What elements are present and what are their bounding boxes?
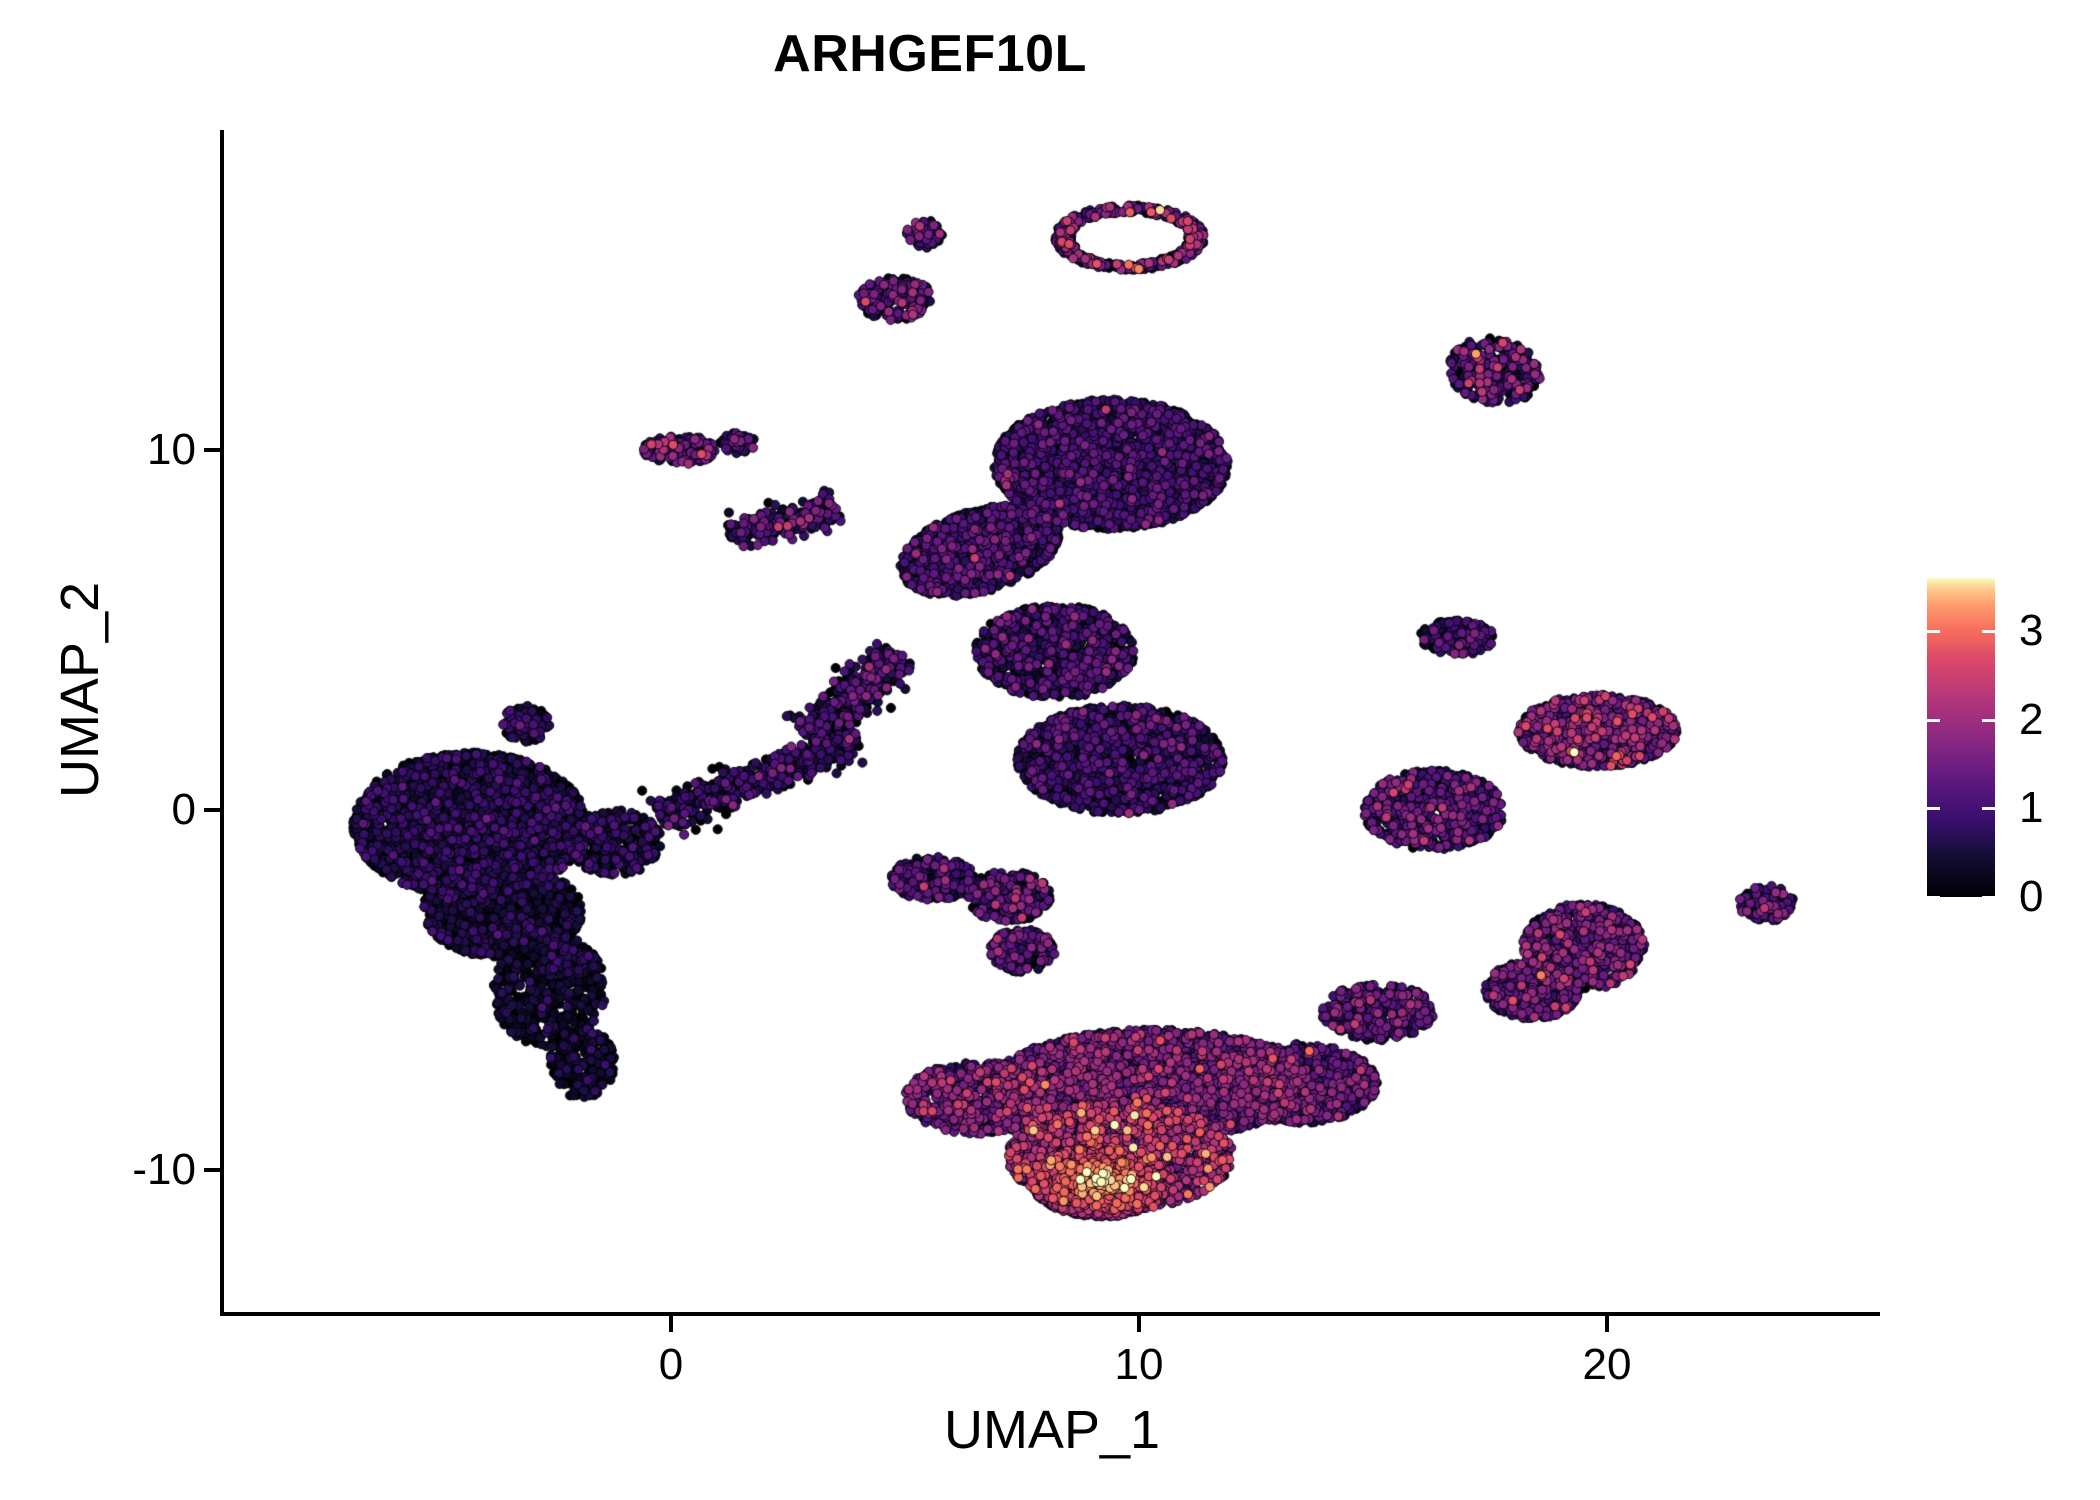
colorbar-tick-mark <box>1927 807 1995 811</box>
x-tick-label: 10 <box>1114 1340 1164 1389</box>
y-axis-title: UMAP_2 <box>50 581 110 799</box>
colorbar-tick-label: 2 <box>2019 694 2044 744</box>
x-tick-mark <box>669 1316 673 1332</box>
y-tick-label: 10 <box>147 425 196 474</box>
colorbar-tick-label: 0 <box>2019 872 2044 921</box>
x-axis-line <box>220 1312 1880 1316</box>
x-tick-mark <box>1137 1316 1141 1332</box>
colorbar-tick-mark <box>1927 718 1995 722</box>
colorbar-legend: 3 2 1 0 <box>1927 578 2087 919</box>
x-tick-mark <box>1605 1316 1609 1332</box>
y-tick-mark <box>204 448 220 452</box>
colorbar-tick-label: 1 <box>2019 783 2044 833</box>
x-tick-label: 0 <box>658 1340 684 1389</box>
y-tick-label: -10 <box>132 1145 196 1194</box>
x-axis-title: UMAP_1 <box>943 1400 1161 1460</box>
colorbar-tick-mark <box>1927 630 1995 634</box>
colorbar-gradient <box>1927 578 1995 897</box>
plot-panel <box>222 132 1882 1312</box>
y-tick-label: 0 <box>171 785 196 834</box>
scatter-canvas <box>222 132 1882 1312</box>
colorbar-tick-label: 3 <box>2019 606 2044 656</box>
y-axis-line <box>220 130 224 1316</box>
y-tick-mark <box>204 808 220 812</box>
x-tick-label: 20 <box>1582 1340 1632 1389</box>
y-tick-mark <box>204 1168 220 1172</box>
page-title: ARHGEF10L <box>773 25 1087 83</box>
colorbar-tick-mark <box>1927 896 1995 899</box>
